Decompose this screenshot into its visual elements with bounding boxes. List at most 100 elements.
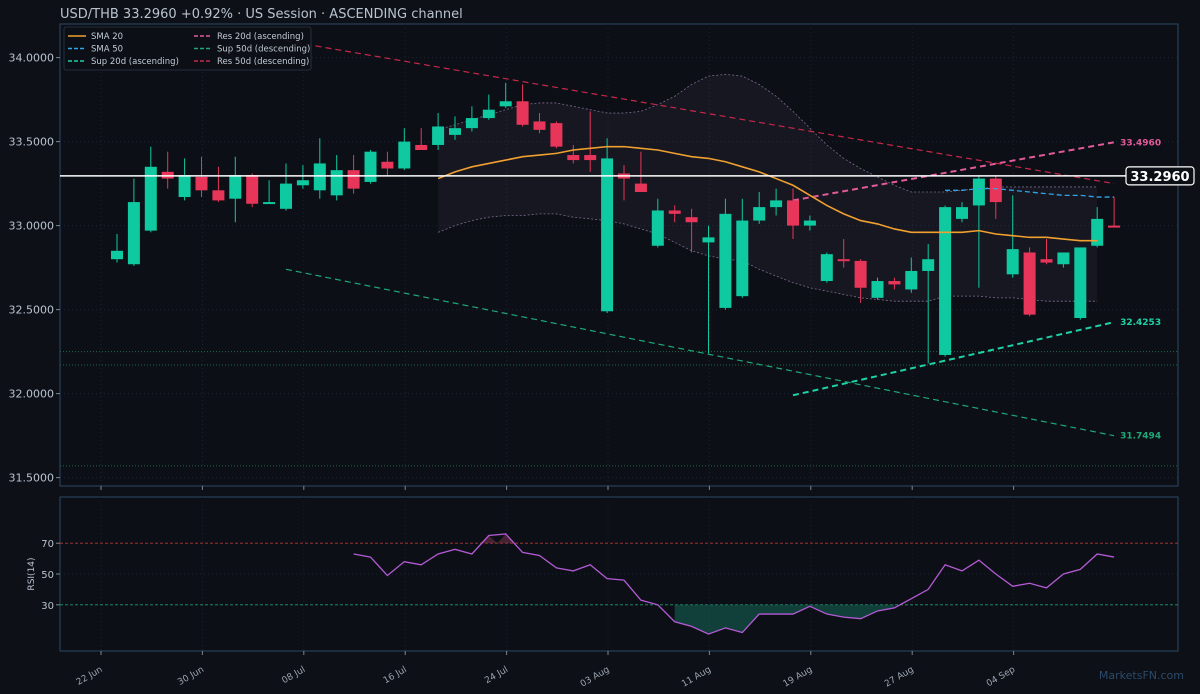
candle-body (584, 155, 597, 161)
candle-body (736, 220, 749, 297)
legend-label: SMA 20 (91, 32, 123, 42)
price-panel: 31.5000 32.0000 32.5000 33.0000 33.5000 34.00… (9, 23, 1195, 490)
candle-body (803, 220, 816, 226)
candle-body (1006, 249, 1019, 275)
trendline-value-label: 33.4960 (1120, 138, 1161, 148)
candle (195, 156, 208, 198)
trendline (285, 268, 1115, 437)
candle-body (601, 158, 614, 312)
candle (212, 166, 225, 203)
candle-body (127, 202, 140, 265)
candle (803, 215, 816, 231)
candle-body (381, 161, 394, 169)
candle (144, 146, 157, 233)
candle (1040, 239, 1053, 265)
rsi-panel: 22 Jun 30 Jun 08 Jul 16 Jul 24 Jul 03 Aug 11 A… (27, 496, 1179, 690)
candle-body (330, 170, 343, 196)
rsi-axis-label: RSI(14) (27, 557, 37, 590)
candle-body (837, 259, 850, 262)
candle-body (296, 180, 309, 186)
rsi-overbought-fill (480, 535, 498, 544)
candle (263, 180, 276, 205)
candle (753, 192, 766, 224)
candle (888, 277, 901, 290)
candle (939, 205, 952, 357)
candle (280, 163, 292, 211)
candle-body (770, 200, 783, 208)
candle (1057, 252, 1070, 268)
y-tick-label: 31.5000 (9, 472, 55, 485)
candle (246, 173, 259, 208)
legend-box (63, 26, 312, 71)
candle (787, 188, 799, 240)
price-panel-frame (59, 23, 1179, 487)
candle-body (871, 281, 884, 298)
candle-body (651, 210, 664, 246)
legend-item: Res 20d (ascending) (194, 32, 304, 42)
candle (601, 138, 614, 313)
bollinger-upper-line (437, 73, 1098, 193)
candle (111, 234, 123, 263)
rsi-line (353, 533, 1115, 635)
candle-body (1108, 225, 1121, 228)
chart-legend: SMA 20 SMA 50 Sup 20d (ascending) Res 20d (… (63, 26, 312, 71)
candle (482, 94, 495, 120)
candle (736, 198, 749, 298)
candle-body (347, 170, 360, 189)
candle (364, 150, 377, 184)
candle-body (702, 237, 715, 243)
trendline (792, 321, 1115, 397)
candle (533, 113, 546, 134)
trendline-value-label: 32.4253 (1120, 318, 1161, 328)
trendline-value-label: 31.7494 (1120, 432, 1161, 442)
candle (685, 208, 698, 253)
candle-body (567, 155, 580, 161)
legend-item: Res 50d (descending) (194, 57, 309, 67)
candle-body (820, 254, 833, 282)
rsi-panel-frame (59, 496, 1179, 652)
legend-label: Sup 50d (descending) (217, 45, 310, 55)
candle-body (550, 123, 563, 147)
legend-item: SMA 20 (68, 32, 123, 42)
legend-item: SMA 50 (68, 45, 123, 55)
legend-label: Res 20d (ascending) (217, 32, 304, 42)
candle (415, 128, 428, 150)
candle (1108, 197, 1121, 228)
y-tick-label: 32.0000 (9, 388, 55, 401)
candle-body (533, 121, 546, 130)
candle (871, 277, 884, 300)
candle-body (956, 207, 968, 219)
candle-body (753, 207, 766, 221)
candle (1023, 247, 1036, 317)
candle-body (922, 259, 935, 271)
candle-body (719, 213, 732, 308)
candle (449, 116, 461, 140)
candle (837, 239, 850, 268)
candle (567, 144, 580, 164)
candle-body (246, 175, 259, 204)
current-price-badge (1125, 166, 1195, 186)
candle (499, 82, 512, 108)
candle-body (398, 141, 411, 169)
candle-body (195, 176, 208, 191)
candle-body (1040, 259, 1053, 263)
candle (432, 113, 445, 150)
y-tick-label: 32.5000 (9, 304, 55, 317)
candle (1006, 195, 1019, 278)
legend-label: Sup 20d (ascending) (91, 57, 179, 67)
candle-body (432, 126, 445, 145)
candle-body (229, 175, 242, 199)
candle (550, 121, 563, 149)
rsi-oversold-fill (674, 604, 895, 635)
sma50-line (945, 187, 1115, 198)
candle-body (415, 144, 428, 150)
candle (313, 138, 326, 199)
candle-body (1057, 252, 1070, 265)
candle-body (280, 183, 292, 209)
bollinger-lower-line (437, 213, 1098, 302)
candle-body (449, 128, 461, 135)
candle-body (685, 217, 698, 223)
candle-body (499, 101, 512, 107)
